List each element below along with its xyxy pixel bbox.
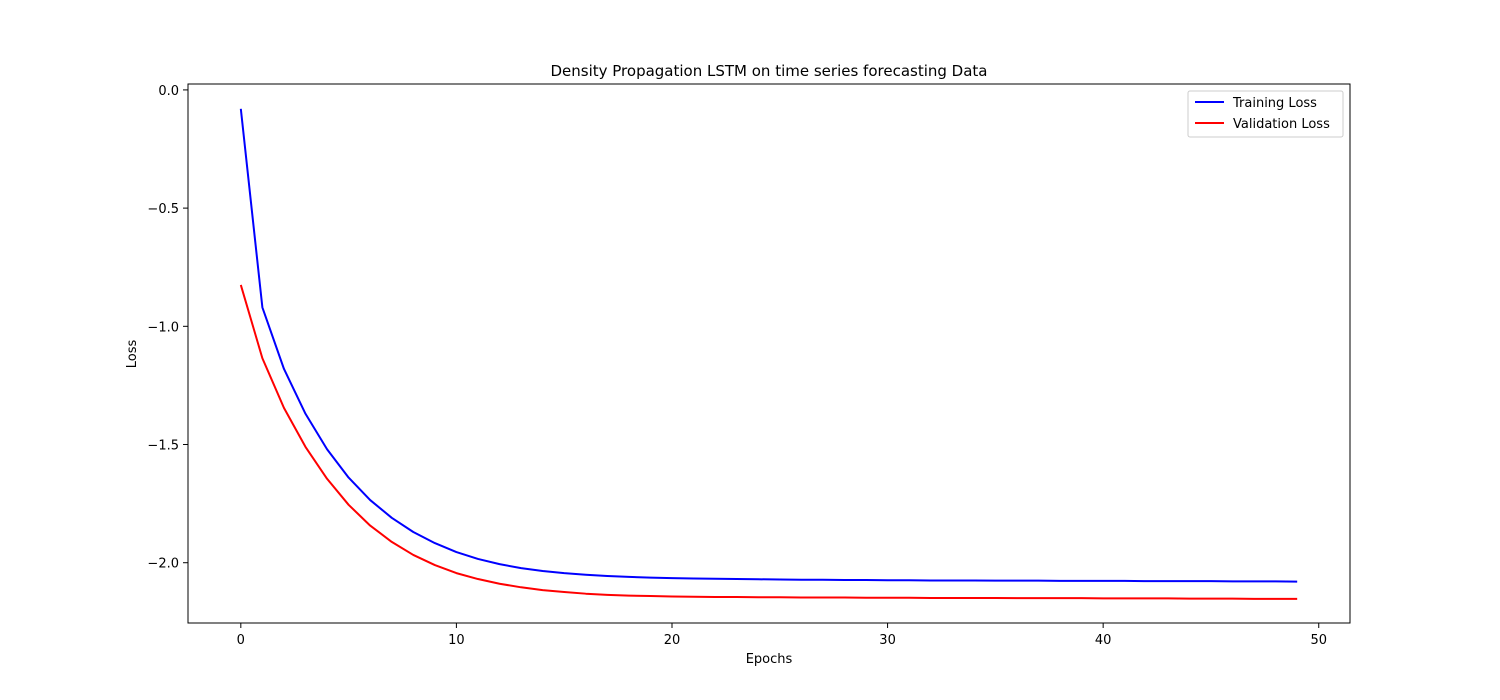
legend-label-training-loss: Training Loss	[1232, 96, 1317, 111]
x-tick-label: 0	[237, 633, 245, 648]
y-tick-label: −2.0	[147, 557, 179, 572]
legend-box	[1187, 90, 1344, 138]
y-axis-label: Loss	[125, 340, 140, 369]
y-tick-label: −1.5	[147, 439, 179, 454]
series-layer	[239, 108, 1298, 600]
x-tick-label: 40	[1095, 633, 1112, 648]
plot-area-frame	[187, 83, 1351, 624]
chart-title: Density Propagation LSTM on time series …	[550, 62, 987, 80]
x-tick-label: 30	[879, 633, 896, 648]
x-tick-label: 10	[448, 633, 465, 648]
series-line-validation-loss	[239, 284, 1298, 600]
legend-label-validation-loss: Validation Loss	[1233, 117, 1330, 132]
series-line-training-loss	[239, 108, 1298, 583]
legend: Training Loss Validation Loss	[1187, 90, 1344, 138]
x-axis: 0 10 20 30 40 50	[237, 623, 1327, 648]
y-tick-label: 0.0	[158, 84, 179, 99]
y-tick-label: −1.0	[147, 320, 179, 335]
y-tick-label: −0.5	[147, 202, 179, 217]
x-tick-label: 50	[1310, 633, 1327, 648]
x-tick-label: 20	[664, 633, 681, 648]
x-axis-label: Epochs	[746, 652, 793, 667]
y-axis: 0.0 −0.5 −1.0 −1.5 −2.0	[147, 84, 188, 572]
